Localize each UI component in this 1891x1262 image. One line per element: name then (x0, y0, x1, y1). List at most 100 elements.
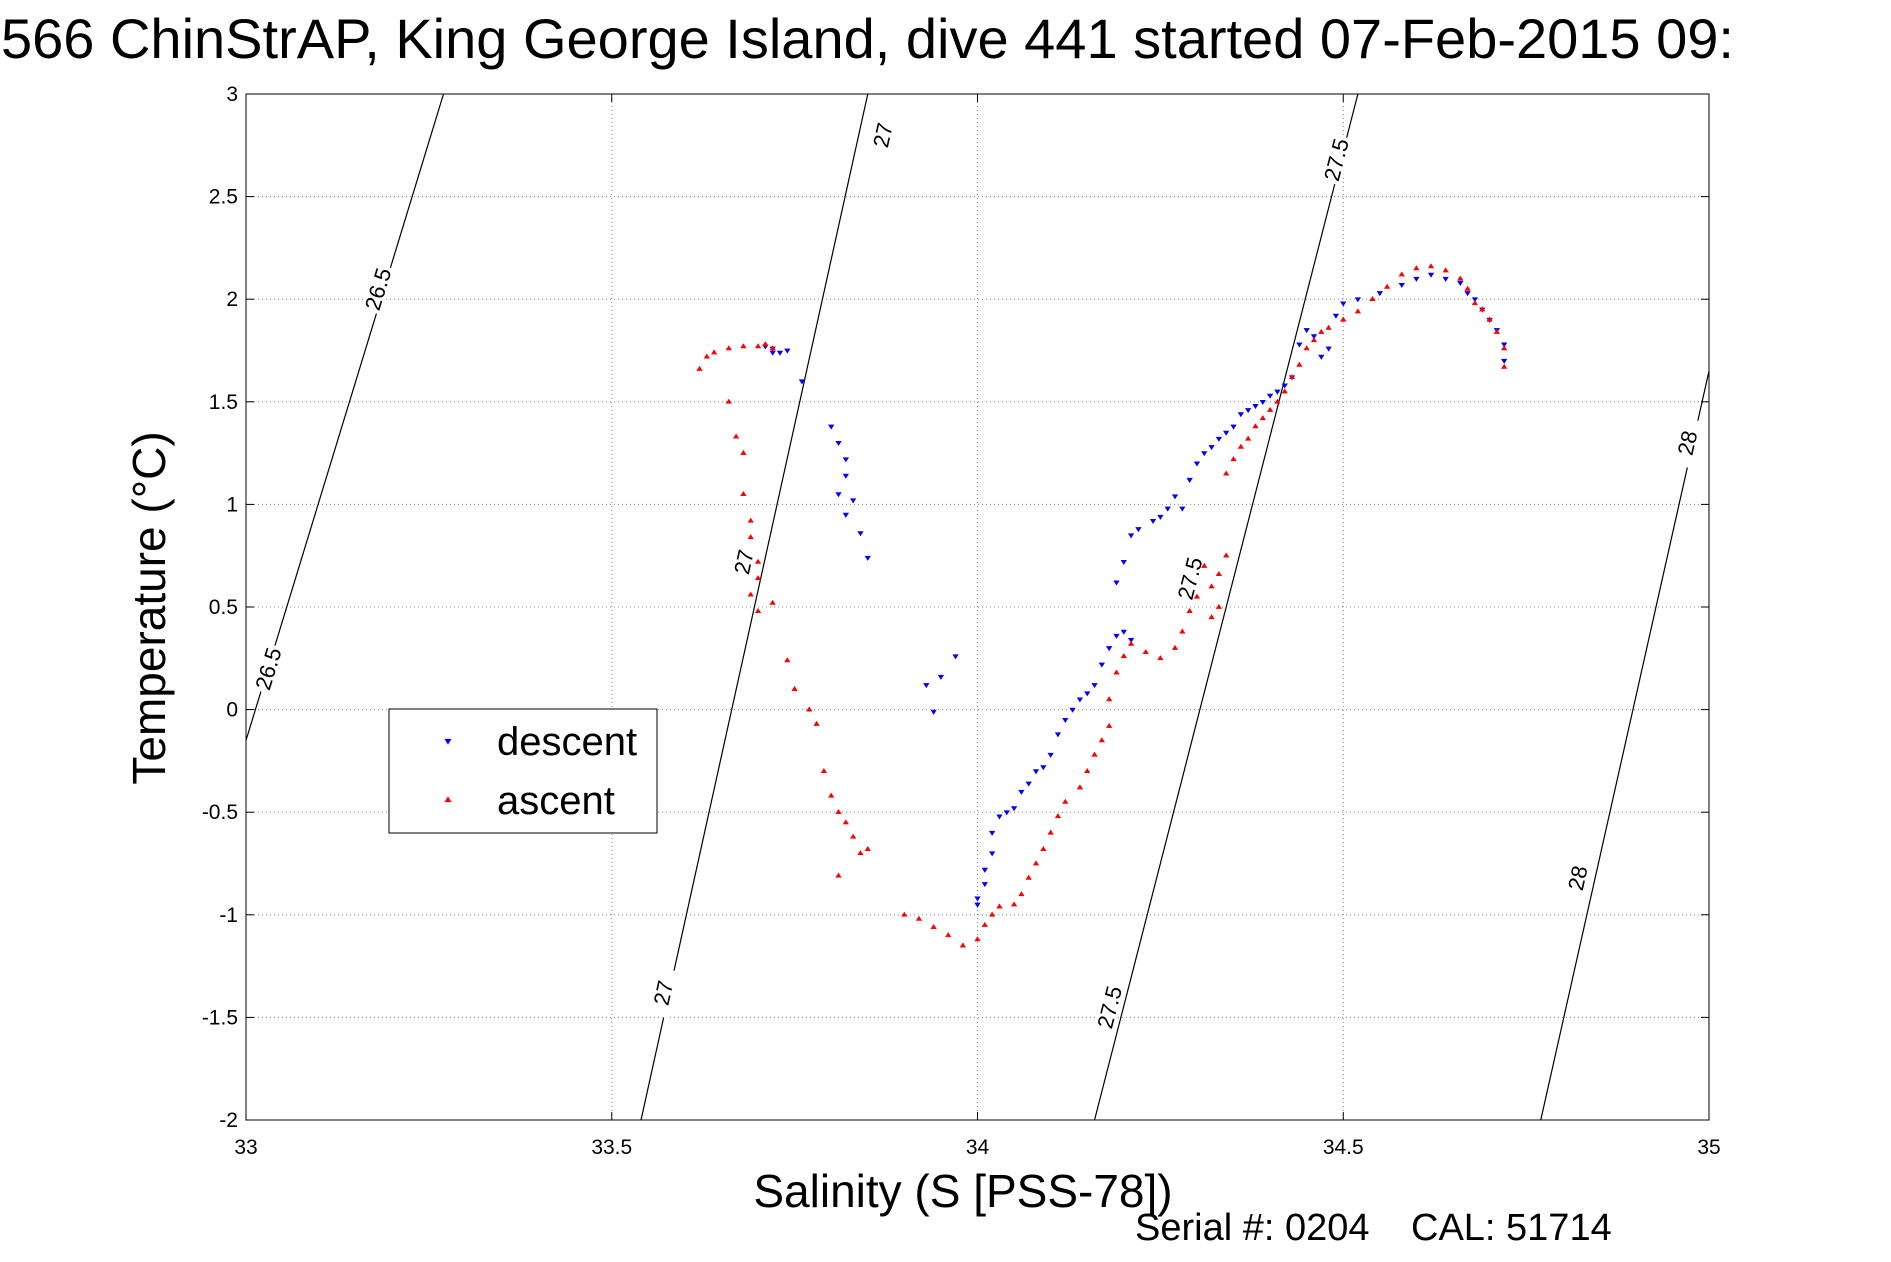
descent-point (1266, 393, 1274, 399)
ascent-point (1493, 328, 1501, 334)
descent-point (784, 348, 791, 354)
descent-point (937, 674, 945, 680)
descent-point (857, 531, 864, 537)
descent-point (988, 830, 996, 836)
ascent-point (901, 911, 908, 917)
y-tick-label: -0.5 (202, 801, 238, 824)
descent-point (1003, 810, 1010, 816)
descent-point (1120, 559, 1127, 566)
isopycnal-label: 28 (1673, 428, 1703, 457)
ascent-point (981, 921, 988, 927)
descent-point (1464, 291, 1471, 297)
descent-point (835, 440, 842, 447)
y-axis-label: Temperature (°C) (123, 431, 175, 784)
ascent-point (835, 809, 842, 815)
ascent-point (850, 833, 857, 839)
descent-point (996, 814, 1003, 820)
descent-point (1398, 282, 1405, 289)
descent-point (1047, 752, 1054, 758)
x-tick-label: 34 (966, 1136, 990, 1159)
y-tick-label: -1.5 (202, 1006, 238, 1029)
isopycnal-label: 27 (649, 978, 679, 1007)
descent-point (1310, 334, 1318, 340)
descent-point (1427, 272, 1435, 278)
ascent-point (1201, 562, 1208, 568)
ascent-point (1062, 798, 1069, 804)
isopycnal-line-27 (640, 93, 869, 1121)
legend-marker-descent (444, 738, 452, 745)
ascent-point (1215, 571, 1223, 577)
ascent-point (842, 819, 849, 825)
isopycnal-line-27.5 (1093, 93, 1359, 1121)
ascent-point (1413, 265, 1420, 271)
ascent-point (1427, 263, 1435, 269)
descent-point (769, 350, 776, 356)
legend-marker-ascent (444, 796, 452, 803)
ascent-point (1127, 640, 1135, 646)
descent-point (1303, 328, 1310, 334)
descent-point (1149, 518, 1157, 524)
ascent-point (1106, 696, 1113, 702)
descent-point (1318, 354, 1325, 360)
descent-point (1135, 527, 1142, 533)
ascent-point (1106, 722, 1113, 728)
y-tick-label: 0.5 (209, 596, 238, 619)
ascent-point (1091, 751, 1098, 757)
descent-point (1501, 358, 1508, 364)
series-ascent (696, 263, 1508, 948)
descent-point (1274, 389, 1281, 395)
isopycnal-label-bg (250, 642, 286, 695)
isopycnal-label: 28 (1563, 863, 1593, 892)
ascent-point (1442, 267, 1449, 273)
ascent-point (806, 706, 813, 712)
ascent-point (988, 911, 996, 917)
descent-point (835, 492, 842, 498)
ascent-point (1486, 316, 1493, 322)
descent-point (1354, 297, 1362, 303)
descent-point (1332, 313, 1340, 319)
ascent-point (1223, 552, 1230, 558)
descent-point (1076, 697, 1084, 703)
descent-point (1325, 346, 1332, 352)
descent-point (930, 709, 937, 715)
ascent-point (1340, 316, 1347, 322)
descent-point (1040, 765, 1047, 771)
ascent-point (1010, 901, 1018, 907)
data-series (696, 263, 1508, 948)
descent-point (1230, 424, 1237, 430)
descent-point (1127, 533, 1135, 539)
ascent-point (1303, 345, 1310, 351)
ascent-point (820, 767, 828, 774)
ascent-point (1047, 829, 1054, 835)
descent-point (1259, 399, 1266, 405)
density-contours (245, 93, 1710, 1121)
ascent-point (725, 345, 732, 351)
ascent-point (740, 343, 747, 349)
descent-point (974, 902, 981, 908)
descent-point (1223, 430, 1230, 436)
ascent-point (835, 872, 842, 878)
ascent-point (754, 343, 762, 349)
descent-point (1457, 280, 1464, 286)
ascent-point (1245, 435, 1252, 441)
ascent-point (769, 345, 776, 351)
descent-point (1215, 436, 1223, 442)
x-tick-label: 34.5 (1323, 1136, 1364, 1159)
ascent-point (1120, 653, 1127, 659)
ascent-point (711, 349, 718, 355)
ascent-point (1398, 271, 1405, 277)
ascent-point (791, 685, 798, 691)
ascent-point (1208, 583, 1215, 589)
ascent-point (1076, 784, 1084, 790)
ascent-point (996, 903, 1003, 909)
ascent-point (747, 591, 754, 597)
isopycnal-label: 27 (729, 547, 759, 576)
ascent-point (740, 449, 747, 455)
chart-title: 566 ChinStrAP, King George Island, dive … (1, 7, 1734, 70)
descent-point (1054, 732, 1062, 738)
descent-point (1032, 769, 1040, 775)
ascent-point (784, 657, 791, 663)
ascent-point (1208, 614, 1215, 620)
descent-point (1025, 781, 1032, 787)
